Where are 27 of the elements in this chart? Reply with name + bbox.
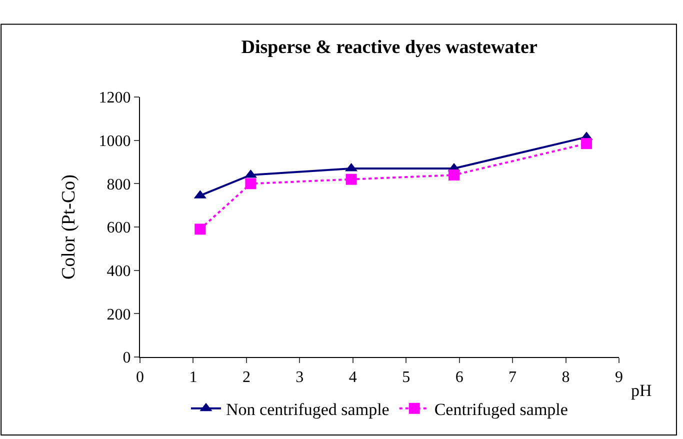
x-tick-label: 4 <box>348 369 357 386</box>
point <box>448 170 460 180</box>
y-tick-label: 200 <box>106 306 131 324</box>
x-tick-label: 9 <box>615 369 623 386</box>
legend-label: Centrifuged sample <box>434 400 568 419</box>
point <box>194 224 206 235</box>
point <box>245 178 256 190</box>
y-tick-label: 1200 <box>98 90 131 107</box>
point <box>581 138 592 150</box>
y-tick-label: 1000 <box>98 132 131 150</box>
x-tick-label: 7 <box>508 369 517 386</box>
y-tick-label: 800 <box>106 176 131 194</box>
x-axis-title: pH <box>631 381 652 400</box>
point <box>346 174 357 185</box>
y-tick-label: 0 <box>122 350 131 367</box>
x-tick-label: 5 <box>402 369 410 386</box>
x-tick-label: 6 <box>455 369 464 386</box>
x-tick-label: 1 <box>189 369 198 386</box>
chart-title: Disperse & reactive dyes wastewater <box>241 36 538 58</box>
x-tick-label: 0 <box>136 369 144 386</box>
y-axis-title: Color (Pt-Co) <box>58 174 80 280</box>
legend-label: Non centrifuged sample <box>226 400 390 419</box>
x-tick-label: 3 <box>296 369 304 386</box>
y-tick-label: 400 <box>106 262 131 280</box>
x-tick-label: 8 <box>562 369 570 386</box>
y-tick-label: 600 <box>106 220 131 237</box>
x-tick-label: 2 <box>242 369 250 386</box>
